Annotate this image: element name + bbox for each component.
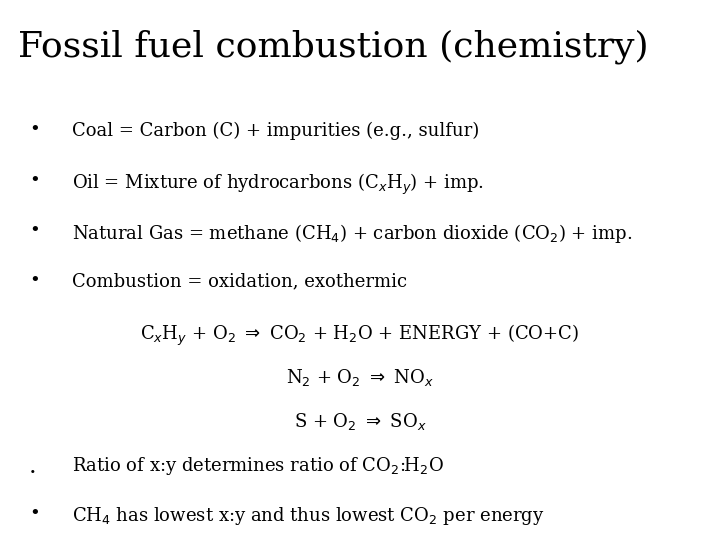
Text: C$_x$H$_y$ + O$_2$ $\Rightarrow$ CO$_2$ + H$_2$O + ENERGY + (CO+C): C$_x$H$_y$ + O$_2$ $\Rightarrow$ CO$_2$ … [140,322,580,348]
Text: •: • [29,222,40,240]
Text: S + O$_2$ $\Rightarrow$ SO$_x$: S + O$_2$ $\Rightarrow$ SO$_x$ [294,411,426,432]
Text: CH$_4$ has lowest x:y and thus lowest CO$_2$ per energy: CH$_4$ has lowest x:y and thus lowest CO… [72,505,544,528]
Text: Ratio of x:y determines ratio of CO$_2$:H$_2$O: Ratio of x:y determines ratio of CO$_2$:… [72,455,444,477]
Text: •: • [29,172,40,190]
Text: Natural Gas = methane (CH$_4$) + carbon dioxide (CO$_2$) + imp.: Natural Gas = methane (CH$_4$) + carbon … [72,222,632,245]
Text: Combustion = oxidation, exothermic: Combustion = oxidation, exothermic [72,272,407,290]
Text: .: . [29,455,37,478]
Text: •: • [29,122,40,139]
Text: Oil = Mixture of hydrocarbons (C$_x$H$_y$) + imp.: Oil = Mixture of hydrocarbons (C$_x$H$_y… [72,172,484,197]
Text: •: • [29,505,40,523]
Text: Fossil fuel combustion (chemistry): Fossil fuel combustion (chemistry) [18,30,649,64]
Text: •: • [29,272,40,290]
Text: Coal = Carbon (C) + impurities (e.g., sulfur): Coal = Carbon (C) + impurities (e.g., su… [72,122,480,140]
Text: N$_2$ + O$_2$ $\Rightarrow$ NO$_x$: N$_2$ + O$_2$ $\Rightarrow$ NO$_x$ [286,367,434,388]
